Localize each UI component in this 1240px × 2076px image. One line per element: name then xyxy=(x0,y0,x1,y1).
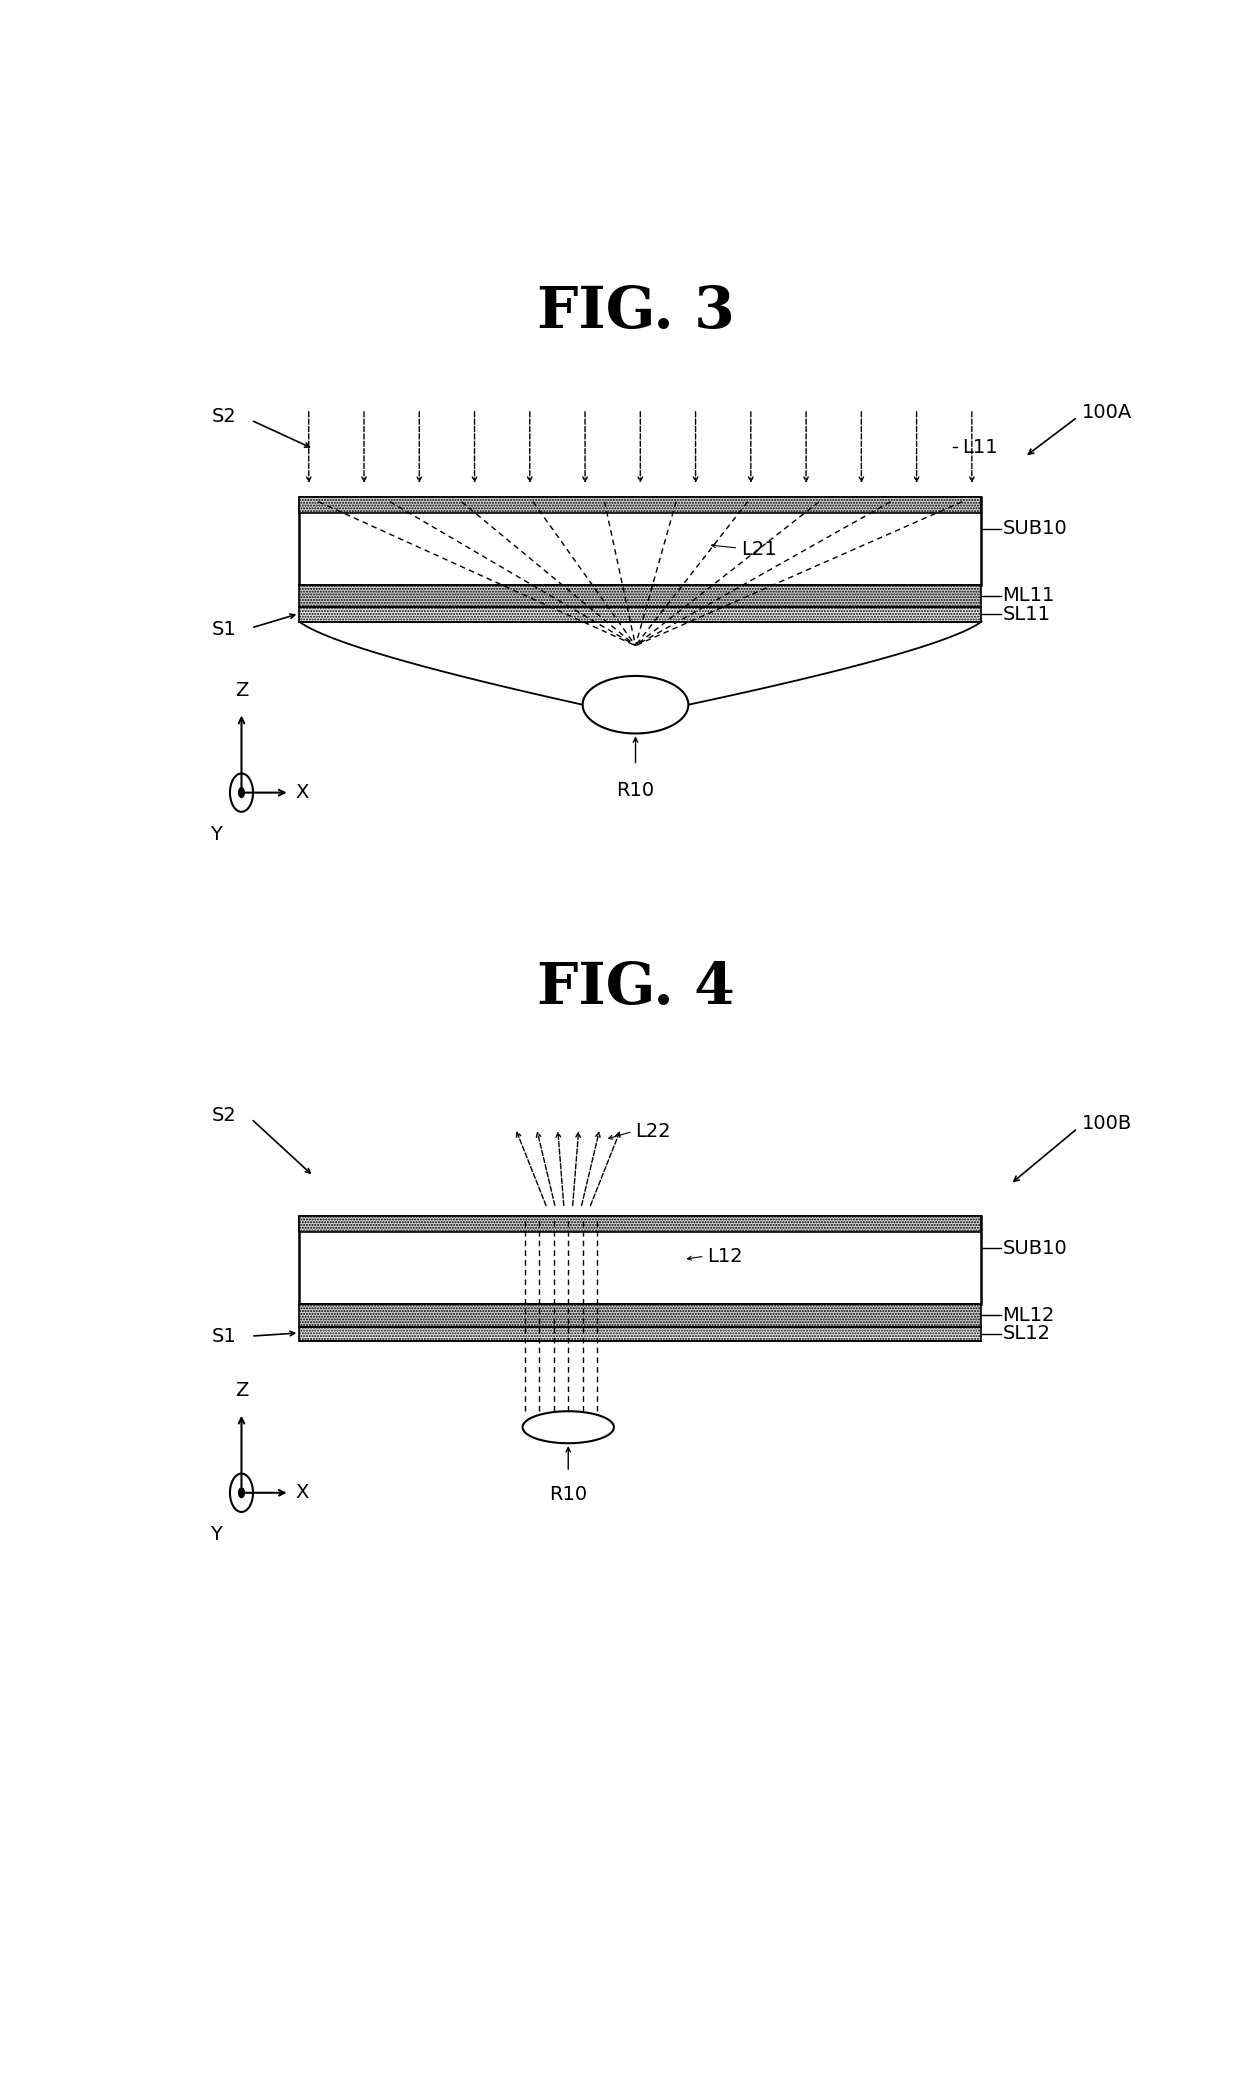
Text: SL11: SL11 xyxy=(1003,604,1050,625)
Text: 100A: 100A xyxy=(1083,403,1132,421)
Bar xyxy=(299,496,982,513)
Bar xyxy=(299,1304,982,1327)
Text: S2: S2 xyxy=(212,407,237,426)
Bar xyxy=(299,606,982,621)
Text: Y: Y xyxy=(211,1524,222,1545)
Text: SUB10: SUB10 xyxy=(1003,519,1068,538)
Text: ML12: ML12 xyxy=(1003,1306,1055,1324)
Text: X: X xyxy=(295,783,309,801)
Text: ML11: ML11 xyxy=(1003,588,1055,606)
Bar xyxy=(299,496,982,513)
Bar xyxy=(299,1304,982,1327)
Bar xyxy=(299,1327,982,1341)
Text: FIG. 4: FIG. 4 xyxy=(537,961,734,1017)
Bar xyxy=(299,496,982,585)
Polygon shape xyxy=(583,677,688,733)
Bar xyxy=(299,1327,982,1341)
Text: S1: S1 xyxy=(212,1327,237,1345)
Polygon shape xyxy=(522,1412,614,1443)
Circle shape xyxy=(238,787,244,797)
Text: Y: Y xyxy=(211,824,222,843)
Bar xyxy=(299,1217,982,1233)
Text: SL12: SL12 xyxy=(1003,1324,1050,1343)
Bar xyxy=(299,585,982,606)
Text: R10: R10 xyxy=(549,1484,588,1503)
Circle shape xyxy=(238,1488,244,1497)
Text: S2: S2 xyxy=(212,1107,237,1125)
Text: Z: Z xyxy=(234,681,248,700)
Text: SUB10: SUB10 xyxy=(1003,1239,1068,1258)
Bar xyxy=(299,606,982,621)
Text: R10: R10 xyxy=(616,781,655,801)
Text: S1: S1 xyxy=(212,621,237,639)
Bar xyxy=(299,1217,982,1233)
Text: Z: Z xyxy=(234,1381,248,1399)
Text: L11: L11 xyxy=(962,438,998,457)
Text: 100B: 100B xyxy=(1083,1115,1132,1133)
Text: X: X xyxy=(295,1482,309,1503)
Text: L12: L12 xyxy=(708,1248,743,1266)
Text: L22: L22 xyxy=(635,1121,671,1142)
Bar xyxy=(299,1217,982,1304)
Text: L21: L21 xyxy=(742,540,776,558)
Bar xyxy=(299,585,982,606)
Text: FIG. 3: FIG. 3 xyxy=(537,284,734,340)
